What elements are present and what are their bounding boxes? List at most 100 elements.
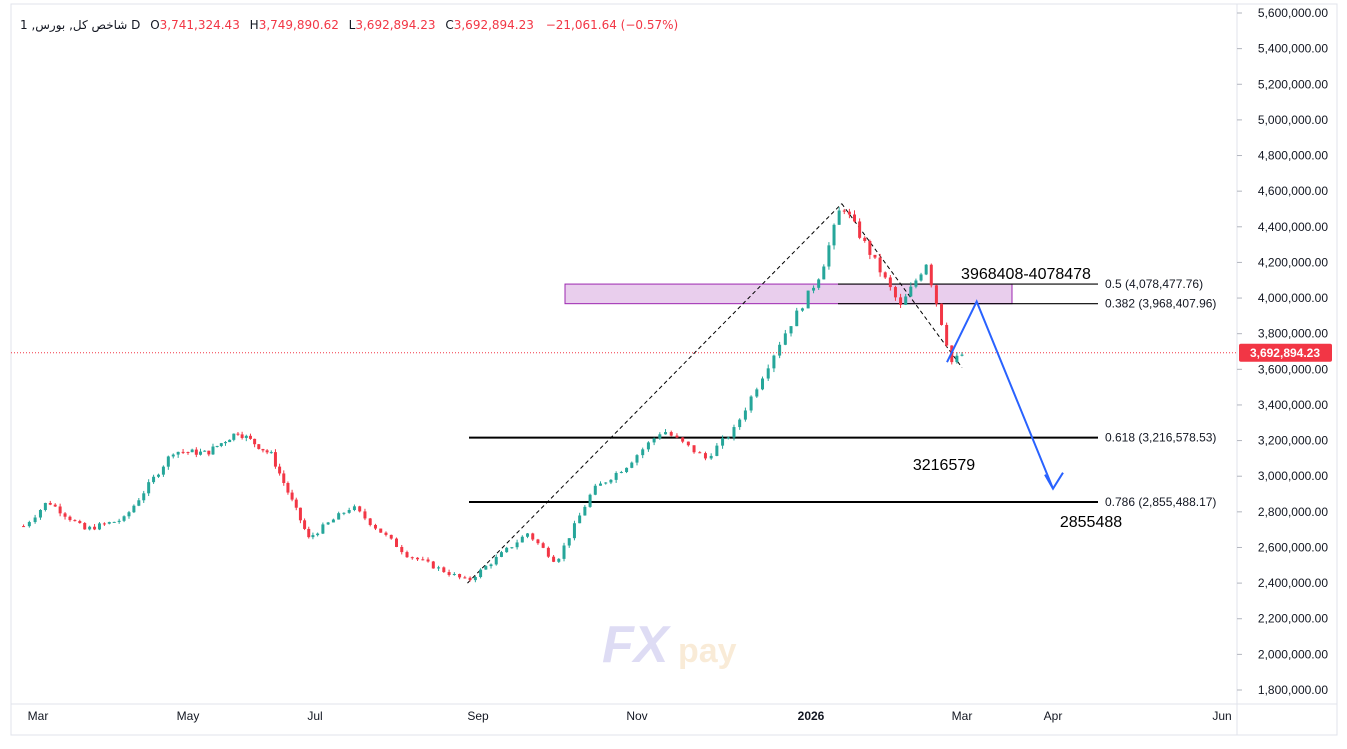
candle-body [520, 536, 524, 543]
candle-body [536, 539, 540, 544]
candle-body [473, 577, 477, 581]
candle-body [652, 438, 656, 443]
candle-body [426, 559, 430, 562]
candle-body [924, 264, 928, 275]
candle-body [211, 446, 215, 455]
candle-body [593, 485, 597, 495]
candle-body [732, 427, 736, 438]
candle-body [715, 445, 719, 456]
candle-body [795, 310, 799, 327]
candle-body [257, 444, 261, 449]
candle-body [112, 521, 116, 523]
candle-body [363, 511, 367, 519]
y-tick-label: 3,000,000.00 [1258, 469, 1328, 483]
trend-lines [467, 203, 963, 584]
candle-body [669, 432, 673, 436]
low-value: 3,692,894.23 [355, 18, 436, 32]
candle-body [578, 515, 582, 524]
candle-body [282, 473, 286, 484]
candle-body [269, 452, 273, 454]
candle-body [117, 520, 121, 522]
y-tick-label: 2,400,000.00 [1258, 576, 1328, 590]
candle-body [515, 542, 519, 548]
annotation-1: 3968408-4078478 [961, 266, 1091, 283]
candle-body [484, 566, 488, 570]
symbol-label: 1 ,شاخص کل, بورس D [20, 18, 141, 32]
candle-body [73, 520, 77, 522]
candle-body [789, 326, 793, 334]
x-tick-label: Nov [626, 709, 647, 723]
candle-body [842, 210, 846, 212]
candle-body [358, 506, 362, 512]
projection-path [946, 299, 1054, 490]
candle-body [567, 538, 571, 546]
low-key: L [348, 18, 356, 32]
y-tick-label: 5,200,000.00 [1258, 77, 1328, 91]
candle-body [316, 533, 320, 536]
open-value: 3,741,324.43 [159, 18, 240, 32]
candle-body [572, 523, 576, 539]
candle-body [132, 505, 136, 513]
candle-body [181, 451, 185, 453]
candle-body [463, 577, 467, 579]
candle-body [766, 368, 770, 379]
candle-body [368, 518, 372, 525]
candle-body [58, 506, 62, 514]
x-tick-label: Apr [1044, 709, 1063, 723]
candle-body [240, 434, 244, 438]
x-tick-label: May [177, 709, 200, 723]
candle-body [107, 522, 111, 524]
candle-body [692, 445, 696, 453]
candle-body [698, 452, 702, 454]
y-tick-label: 3,400,000.00 [1258, 398, 1328, 412]
y-tick-label: 2,600,000.00 [1258, 540, 1328, 554]
candle-body [97, 523, 101, 530]
candle-body [294, 499, 298, 508]
candle-body [955, 355, 959, 363]
candle-body [778, 344, 782, 356]
candle-body [614, 472, 618, 480]
candle-body [837, 210, 841, 225]
close-key: C [445, 18, 454, 32]
candle-body [379, 528, 383, 533]
candle-body [83, 523, 87, 530]
candle-body [437, 567, 441, 569]
candle-body [207, 450, 211, 455]
y-tick-label: 4,600,000.00 [1258, 184, 1328, 198]
candle-body [909, 286, 913, 297]
candle-body [102, 523, 106, 525]
candle-body [599, 483, 603, 486]
candle-body [641, 449, 645, 456]
y-axis: 5,600,000.00 5,400,000.00 5,200,000.00 5,00… [1237, 6, 1328, 697]
candle-body [893, 287, 897, 298]
y-tick-label: 4,400,000.00 [1258, 220, 1328, 234]
candle-body [499, 552, 503, 557]
candle-body [557, 558, 561, 562]
fib-label-0.786: 0.786 (2,855,488.17) [1105, 495, 1216, 509]
candle-body [127, 512, 131, 517]
y-tick-label: 3,200,000.00 [1258, 434, 1328, 448]
candle-body [33, 517, 37, 523]
annotation-3: 2855488 [1060, 514, 1122, 531]
candle-body [68, 516, 72, 521]
last-price-text: 3,692,894.23 [1250, 346, 1320, 360]
candle-body [531, 533, 535, 540]
supply-zone [564, 283, 1013, 305]
candle-body [658, 434, 662, 439]
zone-rect [564, 283, 1013, 305]
candle-body [347, 509, 351, 513]
fib-label-0.382: 0.382 (3,968,407.96) [1105, 297, 1216, 311]
high-key: H [249, 18, 259, 32]
annotation-2: 3216579 [913, 457, 975, 474]
candle-body [253, 438, 257, 445]
candle-body [868, 240, 872, 255]
change-value: −21,061.64 (−0.57%) [545, 18, 679, 32]
candle-body [203, 450, 207, 452]
candle-body [703, 453, 707, 459]
y-tick-label: 3,600,000.00 [1258, 362, 1328, 376]
candle-body [479, 569, 483, 578]
candle-body [609, 479, 613, 483]
x-tick-label: Sep [467, 709, 489, 723]
